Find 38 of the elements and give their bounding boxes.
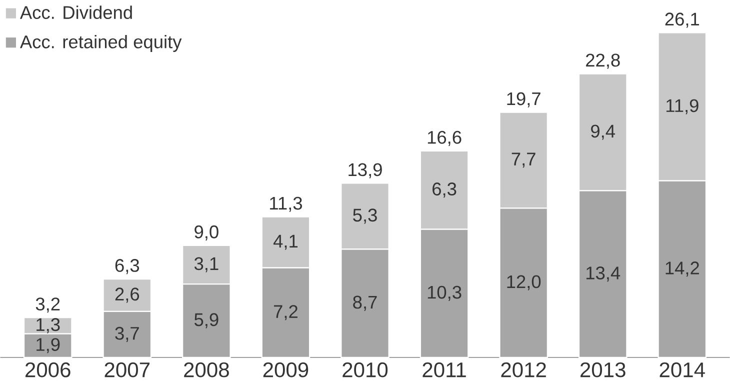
legend-label: Acc. Dividend (20, 6, 132, 20)
x-tick-label: 2012 (501, 362, 546, 378)
data-label: 9,4 (591, 124, 616, 140)
data-label: 1,9 (36, 338, 60, 354)
data-label: 3,1 (194, 257, 218, 272)
data-label: 3,7 (115, 326, 139, 342)
total-label: 11,3 (270, 196, 302, 212)
total-label: 6,3 (115, 259, 140, 274)
total-label: 13,9 (348, 163, 382, 178)
total-label: 9,0 (194, 225, 218, 241)
data-label: 7,7 (512, 152, 536, 168)
data-label: 5,9 (194, 313, 218, 328)
data-label: 12,0 (507, 275, 541, 290)
x-tick-label: 2009 (263, 362, 308, 378)
total-label: 3,2 (36, 298, 60, 313)
data-label: 6,3 (432, 182, 456, 198)
data-label: 13,4 (586, 266, 620, 282)
x-tick-label: 2008 (184, 362, 229, 378)
data-label: 14,2 (666, 262, 699, 277)
data-label: 11,9 (666, 99, 698, 114)
x-tick-label: 2010 (342, 362, 388, 378)
data-label: 7,2 (274, 305, 298, 320)
total-label: 19,7 (507, 92, 540, 108)
data-label: 4,1 (273, 234, 298, 250)
x-tick-label: 2013 (580, 362, 626, 378)
total-label: 16,6 (428, 130, 462, 146)
x-tick-label: 2011 (422, 362, 466, 378)
data-label: 10,3 (428, 286, 462, 301)
data-label: 2,6 (115, 288, 140, 303)
x-tick-label: 2014 (660, 362, 705, 378)
legend-label: Acc. retained equity (20, 34, 182, 52)
data-label: 1,3 (36, 318, 60, 334)
data-label: 8,7 (353, 296, 377, 311)
data-label: 5,3 (353, 208, 377, 224)
x-tick-label: 2007 (104, 362, 150, 378)
total-label: 22,8 (586, 54, 620, 69)
x-tick-label: 2006 (26, 362, 70, 378)
total-label: 26,1 (665, 12, 700, 28)
